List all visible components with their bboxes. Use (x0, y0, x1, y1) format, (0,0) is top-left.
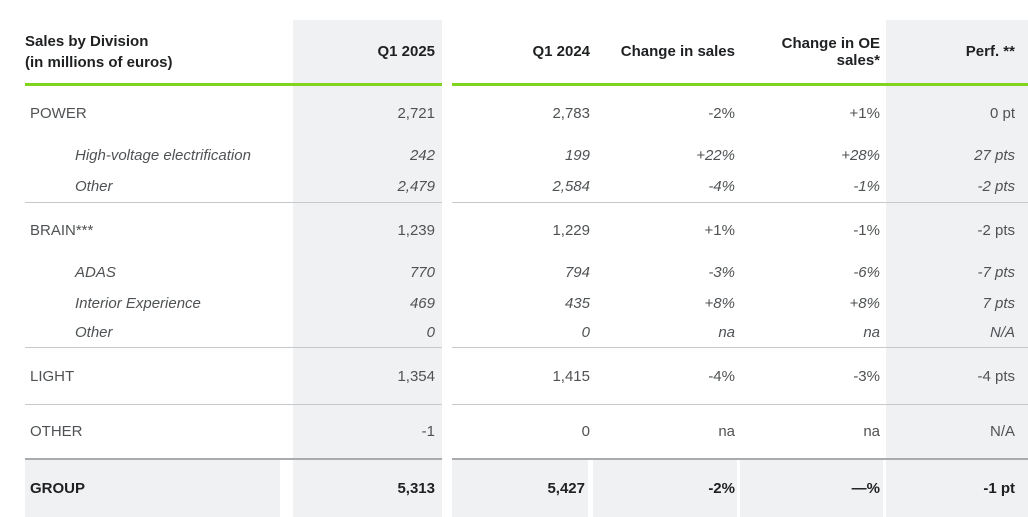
cell-q1-2025: 770 (409, 264, 435, 281)
cell-change-in-sales: +1% (704, 221, 735, 239)
cell-perf: -2 pts (977, 178, 1015, 195)
table-row-power-other: Other 2,479 2,584 -4% -1% -2 pts (0, 171, 1028, 202)
table-title-line1: Sales by Division (25, 32, 149, 50)
cell-change-in-sales: +8% (704, 294, 735, 312)
cell-q1-2024: 435 (564, 294, 590, 312)
cell-perf: -2 pts (977, 221, 1015, 239)
cell-perf: -4 pts (977, 367, 1015, 385)
row-label: High-voltage electrification (75, 147, 251, 164)
cell-change-in-sales: +22% (696, 147, 735, 164)
table-row-high-voltage-electrification: High-voltage electrification 242 199 +22… (0, 140, 1028, 171)
cell-q1-2024: 199 (564, 147, 590, 164)
cell-change-in-oe-sales: +1% (849, 104, 880, 122)
row-label: LIGHT (30, 367, 75, 385)
row-label: Other (75, 324, 113, 341)
cell-perf: -7 pts (977, 264, 1015, 281)
cell-change-in-oe-sales: -6% (853, 264, 880, 281)
perf-column-highlight (886, 20, 1028, 517)
cell-change-in-sales: na (718, 324, 735, 341)
table-title-line2: (in millions of euros) (25, 53, 173, 71)
cell-q1-2025: 0 (426, 324, 435, 341)
cell-q1-2024: 5,427 (452, 460, 593, 517)
cell-change-in-sales: -4% (708, 178, 735, 195)
cell-q1-2024: 2,584 (552, 178, 590, 195)
cell-q1-2024: 0 (581, 423, 590, 440)
cell-change-in-oe-sales: +28% (841, 147, 880, 164)
cell-change-in-sales: -4% (708, 367, 735, 385)
cell-change-in-oe-sales: —% (737, 460, 883, 517)
table-row-other: OTHER -1 0 na na N/A (0, 405, 1028, 458)
cell-change-in-sales: -2% (593, 460, 737, 517)
row-label: ADAS (75, 264, 116, 281)
cell-q1-2025: 1,239 (397, 221, 435, 239)
table-row-light: LIGHT 1,354 1,415 -4% -3% -4 pts (0, 348, 1028, 404)
column-header-change-in-sales: Change in sales (620, 43, 735, 60)
cell-change-in-sales: -2% (708, 104, 735, 122)
cell-change-in-sales: -3% (708, 264, 735, 281)
cell-change-in-oe-sales: -3% (853, 367, 880, 385)
table-row-power: POWER 2,721 2,783 -2% +1% 0 pt (0, 86, 1028, 140)
column-header-change-in-oe-line1: Change in OE (781, 34, 880, 52)
cell-change-in-oe-sales: na (863, 423, 880, 440)
column-header-q1-2024: Q1 2024 (532, 43, 590, 60)
cell-q1-2024: 1,415 (552, 367, 590, 385)
row-label: GROUP (25, 460, 280, 517)
cell-q1-2025: 5,313 (293, 460, 442, 517)
cell-q1-2025: 2,479 (397, 178, 435, 195)
top-margin (0, 0, 1028, 20)
cell-q1-2024: 794 (564, 264, 590, 281)
table-row-brain: BRAIN*** 1,239 1,229 +1% -1% -2 pts (0, 203, 1028, 257)
cell-q1-2025: 469 (409, 294, 435, 312)
row-label: Other (75, 178, 113, 195)
cell-perf: N/A (989, 423, 1015, 440)
cell-q1-2025: 242 (409, 147, 435, 164)
cell-q1-2024: 1,229 (552, 221, 590, 239)
row-label: OTHER (30, 423, 83, 440)
cell-perf: -1 pt (886, 460, 1028, 517)
cell-perf: N/A (989, 324, 1015, 341)
table-row-interior-experience: Interior Experience 469 435 +8% +8% 7 pt… (0, 288, 1028, 318)
column-header-perf: Perf. ** (965, 43, 1015, 60)
table-header-row: Sales by Division (in millions of euros)… (0, 20, 1028, 83)
group-row-top-border (0, 458, 1028, 460)
row-label: Interior Experience (75, 294, 201, 312)
cell-q1-2024: 2,783 (552, 104, 590, 122)
row-label: BRAIN*** (30, 221, 94, 239)
table-title: Sales by Division (in millions of euros) (25, 20, 280, 83)
cell-q1-2024: 0 (581, 324, 590, 341)
column-header-change-in-oe-line2: sales* (836, 51, 880, 69)
cell-q1-2025: 1,354 (397, 367, 435, 385)
cell-change-in-oe-sales: na (863, 324, 880, 341)
cell-perf: 27 pts (974, 147, 1015, 164)
table-row-brain-other: Other 0 0 na na N/A (0, 318, 1028, 347)
cell-change-in-oe-sales: +8% (849, 294, 880, 312)
header-underline-green (0, 83, 1028, 86)
cell-change-in-oe-sales: -1% (853, 221, 880, 239)
section-divider (0, 202, 1028, 203)
cell-change-in-oe-sales: -1% (853, 178, 880, 195)
q1-2025-column-highlight (293, 20, 442, 517)
cell-perf: 7 pts (982, 294, 1015, 312)
cell-q1-2025: -1 (421, 423, 435, 440)
table-row-adas: ADAS 770 794 -3% -6% -7 pts (0, 257, 1028, 288)
section-divider (0, 404, 1028, 405)
cell-change-in-sales: na (718, 423, 735, 440)
column-header-q1-2025: Q1 2025 (377, 43, 435, 60)
cell-q1-2025: 2,721 (397, 104, 435, 122)
cell-perf: 0 pt (989, 104, 1015, 122)
section-divider (0, 347, 1028, 348)
table-row-group-total: GROUP 5,313 5,427 -2% —% -1 pt (0, 460, 1028, 517)
row-label: POWER (30, 104, 87, 122)
column-header-change-in-oe-sales: Change in OE sales* (737, 20, 883, 83)
